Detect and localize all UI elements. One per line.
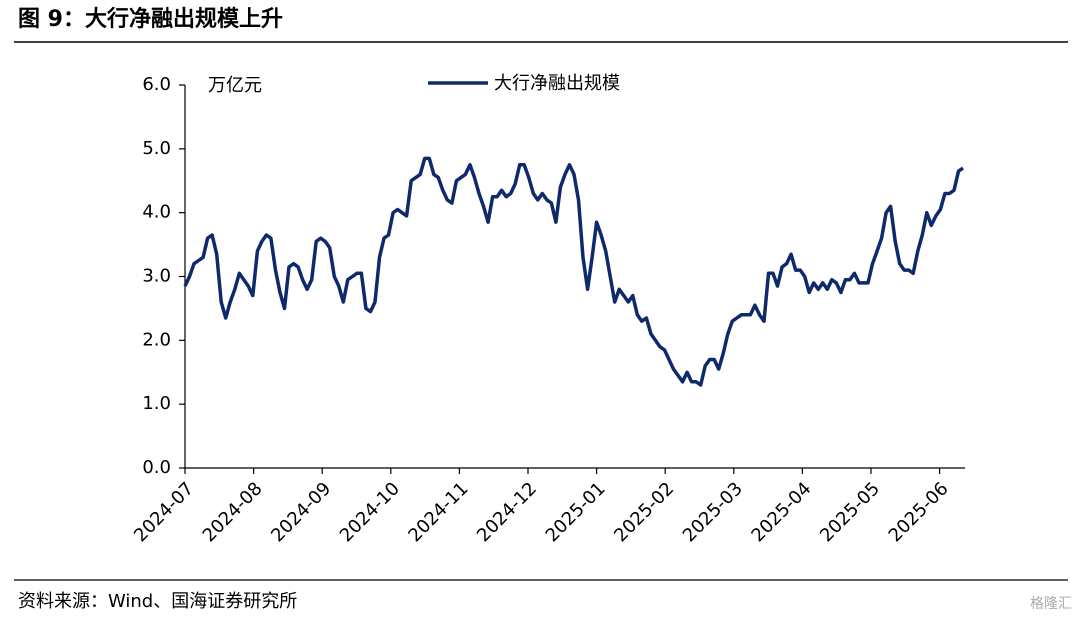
legend-label: 大行净融出规模 — [494, 73, 620, 94]
y-tick-label: 1.0 — [142, 393, 171, 414]
y-tick-label: 3.0 — [142, 266, 171, 287]
chart-title: 图 9：大行净融出规模上升 — [18, 6, 283, 32]
x-tick-label: 2024-12 — [473, 478, 541, 546]
data-line — [183, 156, 965, 387]
x-tick-label: 2024-07 — [130, 478, 198, 546]
x-tick-label: 2025-02 — [610, 478, 678, 546]
x-tick-label: 2025-05 — [816, 478, 884, 546]
x-tick-label: 2024-10 — [336, 478, 404, 546]
x-tick-label: 2025-03 — [679, 478, 747, 546]
watermark: 格隆汇 — [1030, 596, 1072, 612]
x-tick-label: 2024-11 — [404, 478, 472, 546]
x-tick-label: 2024-09 — [267, 478, 335, 546]
source: 资料来源：Wind、国海证券研究所 — [18, 591, 297, 612]
x-tick-label: 2025-01 — [542, 478, 610, 546]
y-tick-label: 5.0 — [142, 138, 171, 159]
x-tick-label: 2025-04 — [747, 478, 815, 546]
y-tick-label: 0.0 — [142, 457, 171, 478]
y-tick-label: 4.0 — [142, 202, 171, 223]
x-tick-label: 2024-08 — [199, 478, 267, 546]
y-tick-label: 2.0 — [142, 329, 171, 350]
y-tick-label: 6.0 — [142, 74, 171, 95]
y-unit-label: 万亿元 — [208, 75, 262, 96]
x-tick-label: 2025-06 — [885, 478, 953, 546]
